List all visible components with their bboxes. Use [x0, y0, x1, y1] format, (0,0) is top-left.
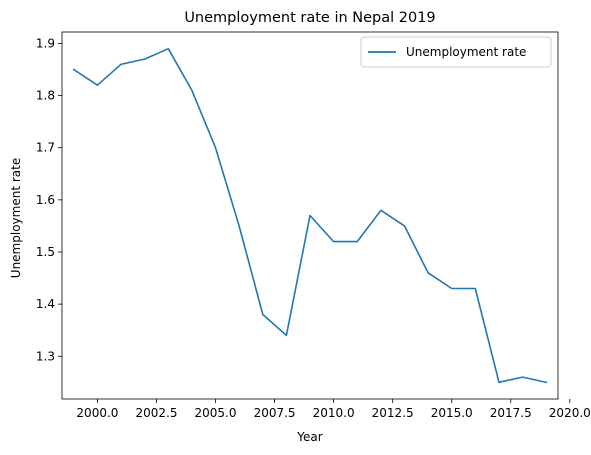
x-tick-label: 2020.0: [549, 406, 591, 420]
y-tick-label: 1.8: [36, 89, 55, 103]
legend: Unemployment rate: [360, 36, 552, 68]
chart-title: Unemployment rate in Nepal 2019: [184, 10, 435, 26]
y-tick-label: 1.5: [36, 245, 55, 259]
y-tick-label: 1.3: [36, 349, 55, 363]
plot-area: [61, 31, 559, 400]
x-tick-label: 2007.5: [254, 406, 296, 420]
legend-label: Unemployment rate: [406, 45, 526, 59]
y-axis-label: Unemployment rate: [9, 158, 23, 278]
y-tick-label: 1.4: [36, 297, 55, 311]
series-group: [72, 47, 548, 384]
x-tick-label: 2017.5: [490, 406, 532, 420]
x-tick-label: 2012.5: [372, 406, 414, 420]
x-axis-label: Year: [296, 430, 322, 444]
y-tick-label: 1.6: [36, 193, 55, 207]
y-axis: 1.3 1.4 1.5 1.6 1.7 1.8 1.9: [36, 36, 62, 363]
y-tick-label: 1.9: [36, 36, 55, 50]
x-tick-label: 2015.0: [431, 406, 473, 420]
y-tick-label: 1.7: [36, 141, 55, 155]
x-tick-label: 2010.0: [313, 406, 355, 420]
series-line: [72, 47, 548, 384]
x-tick-label: 2005.0: [195, 406, 237, 420]
legend-box: [360, 36, 552, 68]
x-tick-label: 2000.0: [76, 406, 118, 420]
x-axis: 2000.0 2002.5 2005.0 2007.5 2010.0 2012.5 2015…: [76, 399, 591, 420]
axes-frame: [61, 31, 559, 400]
x-tick-label: 2002.5: [135, 406, 177, 420]
